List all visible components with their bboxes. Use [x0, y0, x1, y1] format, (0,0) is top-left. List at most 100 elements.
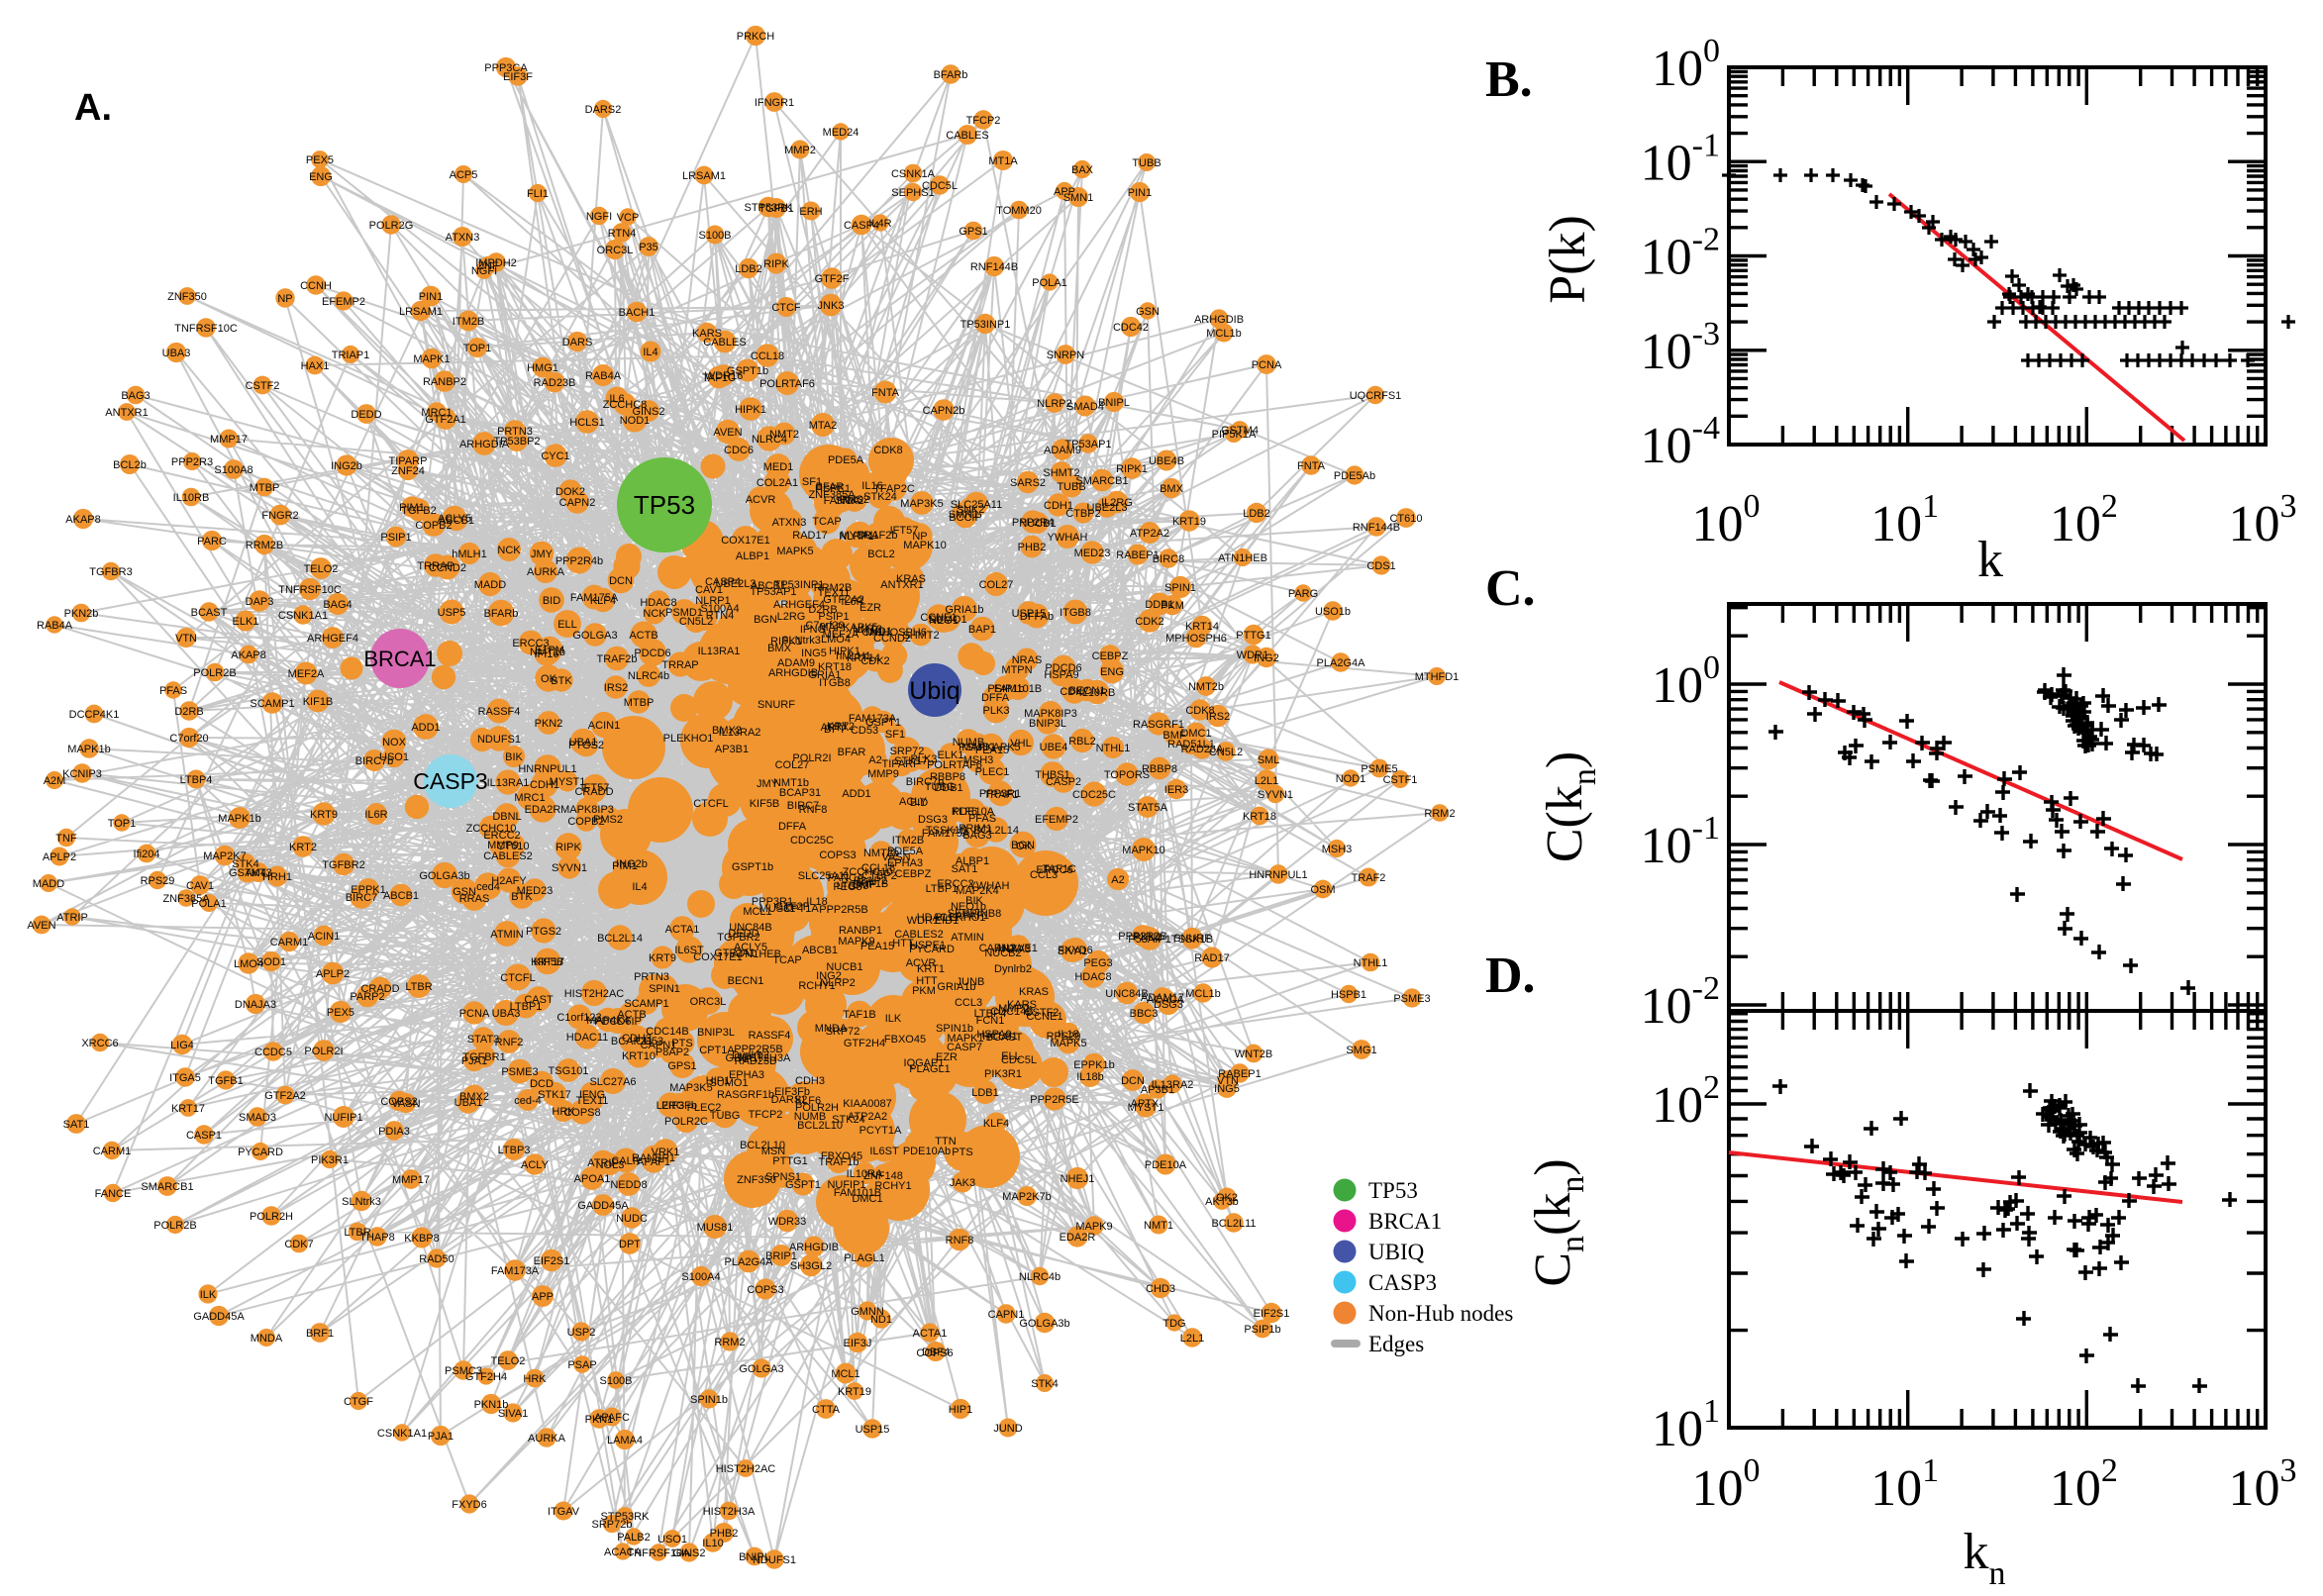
- svg-text:CTCF: CTCF: [771, 302, 801, 314]
- svg-text:IFNG: IFNG: [800, 624, 826, 636]
- svg-text:DPT: DPT: [824, 724, 846, 736]
- svg-text:ING2: ING2: [1254, 652, 1279, 664]
- svg-text:LAMA4: LAMA4: [607, 1435, 643, 1446]
- svg-text:ATN1HEB: ATN1HEB: [732, 948, 781, 960]
- svg-text:COPB2: COPB2: [567, 816, 604, 828]
- svg-text:NTHL1: NTHL1: [1096, 743, 1131, 754]
- svg-text:SRP72: SRP72: [890, 746, 925, 757]
- svg-text:TAF1B: TAF1B: [843, 1009, 875, 1021]
- svg-text:IL2RG: IL2RG: [1101, 497, 1133, 509]
- svg-text:APAF1: APAF1: [956, 910, 989, 922]
- svg-text:OK: OK: [541, 673, 557, 685]
- svg-text:PSMC3: PSMC3: [445, 1365, 482, 1377]
- svg-text:NUCB2: NUCB2: [984, 948, 1021, 959]
- svg-text:APAFC: APAFC: [594, 1412, 630, 1424]
- svg-text:PSMD1: PSMD1: [959, 742, 996, 753]
- svg-text:THBS1: THBS1: [1035, 769, 1069, 781]
- svg-text:MAPKAPK5: MAPKAPK5: [819, 622, 877, 634]
- svg-text:A2M: A2M: [44, 775, 66, 787]
- svg-text:BMX: BMX: [767, 643, 792, 654]
- svg-text:P(k): P(k): [1540, 215, 1596, 304]
- svg-text:PRTN3: PRTN3: [634, 971, 669, 983]
- svg-text:BNIPL: BNIPL: [1098, 397, 1130, 409]
- svg-text:BMX2: BMX2: [459, 1091, 489, 1103]
- svg-text:LTBP1: LTBP1: [510, 1001, 543, 1013]
- svg-text:DARS2: DARS2: [585, 104, 622, 116]
- svg-text:PDE10Ab: PDE10Ab: [903, 1146, 951, 1157]
- svg-text:ITGB8: ITGB8: [1060, 607, 1091, 619]
- svg-text:GSPT1b: GSPT1b: [732, 861, 773, 873]
- svg-text:ARHGEF4: ARHGEF4: [307, 633, 358, 645]
- svg-text:CDC42: CDC42: [1113, 322, 1149, 334]
- svg-text:STK24: STK24: [832, 1114, 865, 1126]
- svg-text:COL27: COL27: [979, 579, 1014, 591]
- svg-text:CDC6: CDC6: [724, 445, 754, 456]
- svg-text:ING2b: ING2b: [331, 460, 362, 472]
- svg-text:SEPHS1: SEPHS1: [891, 187, 934, 199]
- svg-text:NLRP2: NLRP2: [820, 977, 855, 989]
- svg-text:ITGAV: ITGAV: [548, 1506, 580, 1518]
- svg-text:MTBP: MTBP: [624, 697, 655, 709]
- svg-text:NLRP2: NLRP2: [1037, 398, 1071, 410]
- svg-text:IRS2: IRS2: [604, 682, 628, 694]
- svg-text:MEF2A: MEF2A: [288, 668, 325, 680]
- svg-text:NLRC4b: NLRC4b: [1019, 1271, 1060, 1283]
- svg-text:ERCC6: ERCC6: [1036, 864, 1072, 876]
- svg-text:EPPK1: EPPK1: [351, 884, 385, 896]
- svg-text:UBA1: UBA1: [569, 737, 598, 748]
- svg-text:JAK3: JAK3: [950, 1177, 975, 1189]
- svg-text:AKT3: AKT3: [245, 867, 272, 879]
- svg-text:BMF: BMF: [853, 879, 876, 891]
- svg-text:HIST2H2AC: HIST2H2AC: [564, 988, 625, 1000]
- svg-text:RNF8: RNF8: [946, 1235, 974, 1247]
- svg-text:VTN: VTN: [175, 633, 197, 645]
- svg-text:NUCB1: NUCB1: [1019, 518, 1056, 530]
- svg-text:SPIN1b: SPIN1b: [936, 1023, 973, 1035]
- svg-text:UBA3: UBA3: [492, 1008, 521, 1020]
- svg-text:IL10RB: IL10RB: [1079, 687, 1116, 699]
- svg-text:TP53: TP53: [634, 490, 695, 520]
- svg-text:CARM1: CARM1: [93, 1146, 132, 1157]
- svg-text:AKT3b: AKT3b: [1205, 1196, 1239, 1208]
- svg-text:GMNN: GMNN: [851, 1306, 884, 1318]
- svg-text:MTPN: MTPN: [1001, 664, 1032, 676]
- svg-text:PPP2R5B: PPP2R5B: [819, 904, 868, 916]
- svg-text:S100B: S100B: [698, 230, 731, 242]
- svg-text:IL10RB: IL10RB: [173, 492, 210, 504]
- svg-text:TP53BP2: TP53BP2: [493, 436, 540, 448]
- svg-text:APLP2: APLP2: [43, 851, 76, 863]
- svg-text:DEDD: DEDD: [728, 928, 758, 940]
- svg-text:ATP2A2: ATP2A2: [848, 1111, 887, 1123]
- svg-text:ATXN3: ATXN3: [772, 517, 807, 529]
- svg-text:KRT18: KRT18: [1243, 811, 1276, 823]
- svg-text:CN5L2: CN5L2: [679, 616, 713, 628]
- svg-text:KRT18: KRT18: [818, 661, 852, 673]
- svg-text:RAD23B: RAD23B: [735, 1055, 777, 1067]
- svg-text:MMP17: MMP17: [392, 1174, 430, 1186]
- svg-text:NDUFS1: NDUFS1: [477, 734, 521, 746]
- svg-text:APTX: APTX: [821, 722, 850, 734]
- svg-text:D.: D.: [1485, 948, 1536, 1004]
- svg-text:PIN1: PIN1: [419, 291, 443, 303]
- svg-text:BCAST: BCAST: [986, 1032, 1023, 1044]
- svg-text:HIPK1: HIPK1: [829, 646, 860, 657]
- svg-text:SHMT2: SHMT2: [902, 630, 939, 642]
- svg-text:TRRAP: TRRAP: [417, 560, 454, 572]
- svg-text:TNFRSF10C: TNFRSF10C: [278, 584, 342, 596]
- svg-text:CALR: CALR: [611, 1155, 640, 1167]
- svg-text:ND1: ND1: [870, 1314, 892, 1326]
- svg-text:ING5: ING5: [1214, 1083, 1240, 1095]
- svg-text:MRC1: MRC1: [421, 407, 452, 419]
- svg-text:KRT19: KRT19: [838, 1386, 871, 1398]
- svg-text:RAD17: RAD17: [1194, 952, 1229, 964]
- svg-text:PEA15: PEA15: [860, 941, 894, 952]
- svg-text:CCND2: CCND2: [873, 633, 911, 645]
- svg-text:PKM: PKM: [1161, 600, 1184, 612]
- svg-text:100: 100: [1652, 649, 1720, 714]
- svg-text:ING2b: ING2b: [616, 858, 648, 870]
- svg-text:IL16: IL16: [861, 480, 882, 492]
- svg-text:MMP9: MMP9: [487, 840, 519, 851]
- svg-text:TGFBR3: TGFBR3: [89, 566, 132, 578]
- svg-text:IFNG: IFNG: [579, 1089, 605, 1101]
- svg-text:FAM173A: FAM173A: [491, 1265, 540, 1277]
